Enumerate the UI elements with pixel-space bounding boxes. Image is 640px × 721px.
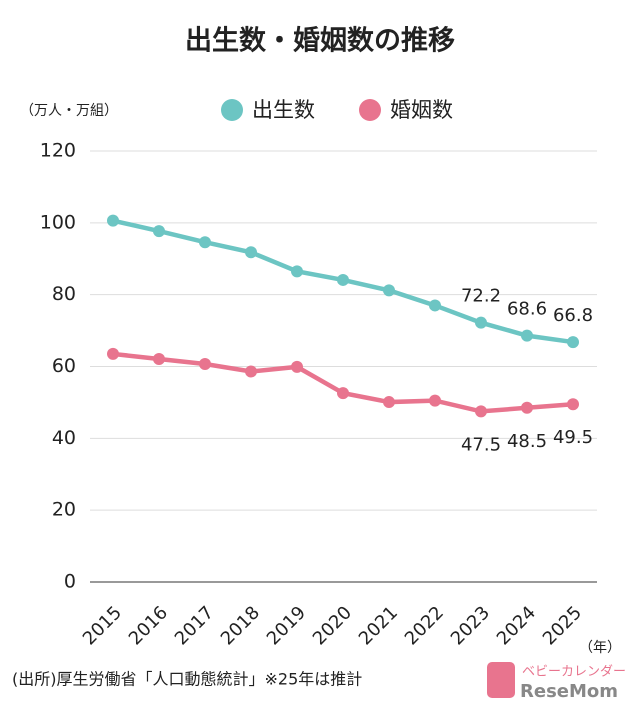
x-tick-label: 2020 — [309, 602, 356, 649]
data-label: 66.8 — [553, 305, 593, 326]
legend-label: 出生数 — [252, 98, 315, 122]
data-point — [475, 316, 487, 329]
logo-name: ベビーカレンダー — [522, 665, 626, 680]
data-label: 68.6 — [507, 299, 547, 320]
data-point — [245, 246, 257, 259]
y-unit: （万人・万組） — [20, 103, 118, 119]
source: (出所)厚生労働省「人口動態統計」※25年は推計 — [12, 670, 362, 689]
x-tick-label: 2016 — [125, 602, 172, 649]
x-tick-label: 2024 — [493, 602, 540, 649]
y-tick-label: 100 — [40, 211, 76, 233]
y-tick-label: 20 — [52, 499, 76, 521]
data-point — [199, 357, 211, 370]
data-point — [291, 265, 303, 278]
data-point — [521, 401, 533, 414]
legend-marker — [359, 99, 381, 121]
x-tick-label: 2018 — [217, 602, 264, 649]
data-point — [291, 360, 303, 373]
logo-icon — [487, 662, 515, 698]
data-point — [383, 284, 395, 297]
y-tick-label: 120 — [40, 140, 76, 162]
data-point — [199, 236, 211, 249]
series-line — [112, 351, 574, 414]
data-point — [521, 329, 533, 342]
x-tick-label: 2017 — [171, 602, 218, 649]
chart-title: 出生数・婚姻数の推移 — [185, 26, 455, 57]
data-point — [429, 299, 441, 312]
logo-brand: ReseMom — [520, 681, 618, 702]
data-label: 49.5 — [553, 427, 593, 448]
data-label: 72.2 — [461, 286, 501, 307]
data-point — [567, 398, 579, 411]
x-tick-label: 2015 — [79, 602, 126, 649]
data-point — [429, 394, 441, 407]
data-point — [245, 365, 257, 378]
data-point — [107, 347, 119, 360]
data-point — [475, 405, 487, 418]
data-point — [337, 387, 349, 400]
x-tick-label: 2022 — [401, 602, 448, 649]
data-point — [383, 396, 395, 409]
y-tick-label: 40 — [52, 427, 76, 449]
y-tick-label: 0 — [64, 571, 76, 593]
data-label: 48.5 — [507, 431, 547, 452]
x-tick-label: 2023 — [447, 602, 494, 649]
data-label: 47.5 — [461, 434, 501, 455]
x-tick-label: 2021 — [355, 602, 402, 649]
y-tick-label: 60 — [52, 355, 76, 377]
legend-marker — [221, 99, 243, 121]
legend-label: 婚姻数 — [390, 98, 453, 122]
x-tick-label: 2019 — [263, 602, 310, 649]
data-point — [153, 352, 165, 365]
data-point — [153, 225, 165, 238]
data-point — [567, 336, 579, 349]
y-tick-label: 80 — [52, 283, 76, 305]
data-point — [337, 273, 349, 286]
data-point — [107, 214, 119, 227]
x-unit: （年） — [579, 640, 621, 656]
